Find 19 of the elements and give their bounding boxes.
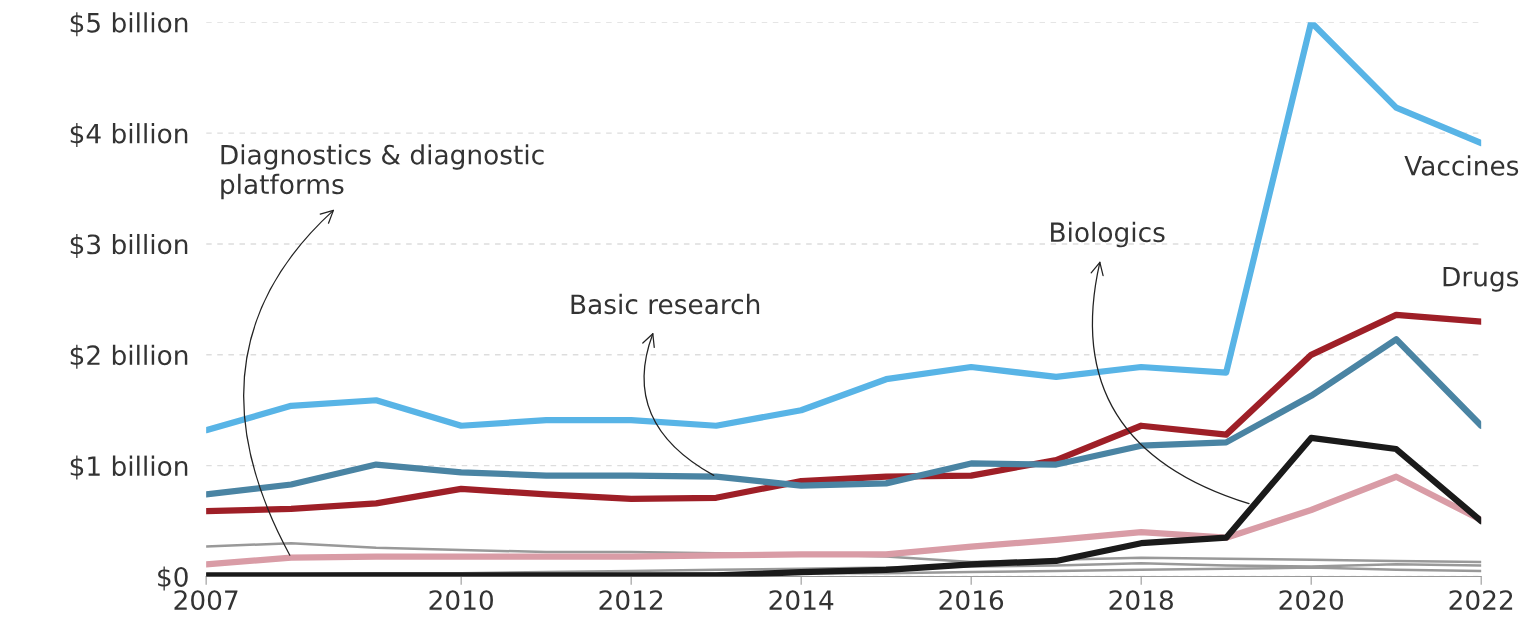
- x-tick-label: 2010: [429, 590, 493, 611]
- x-tick-label: 2012: [599, 590, 663, 611]
- y-tick-label: $1 billion: [70, 455, 188, 480]
- y-tick-label: $2 billion: [70, 344, 188, 369]
- x-tick-label: 2016: [939, 590, 1004, 611]
- y-tick-label: $4 billion: [70, 123, 188, 148]
- x-tick-label: 2014: [769, 590, 834, 611]
- text: Biologics: [1051, 221, 1165, 248]
- series-label: Drugs: [1443, 266, 1519, 292]
- series-label: Vaccines: [1404, 155, 1519, 176]
- x-tick-label: 2007: [174, 590, 238, 611]
- text: Basic research: [571, 293, 760, 315]
- x-tick-label: 2020: [1279, 590, 1344, 611]
- x-tick-label: 2018: [1109, 590, 1173, 611]
- y-tick-label: $3 billion: [70, 233, 188, 258]
- y-tick-label: $0: [158, 566, 188, 591]
- x-tick-label: 2022: [1449, 590, 1513, 611]
- y-tick-label: $5 billion: [70, 12, 188, 37]
- text: Diagnostics & diagnostic platforms: [221, 144, 544, 200]
